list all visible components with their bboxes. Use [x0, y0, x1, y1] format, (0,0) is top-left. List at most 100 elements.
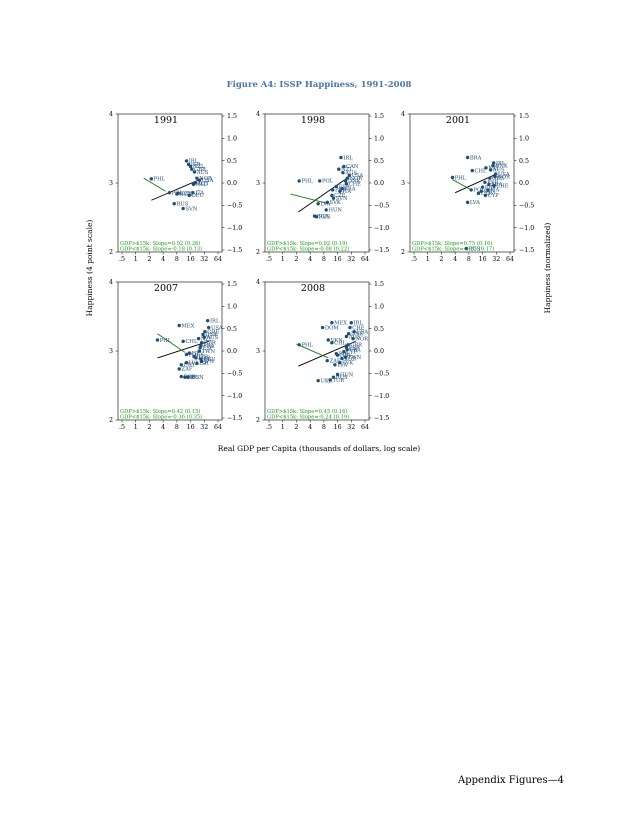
x-tick-label: 32: [347, 256, 355, 263]
point-label: ESP: [487, 180, 498, 186]
point-USA: [347, 173, 352, 178]
point-CAN: [342, 164, 346, 169]
x-tick-label: 32: [347, 424, 355, 431]
point-TWN: [343, 355, 348, 359]
point-GBR: [488, 176, 492, 180]
fit-line-low: [157, 333, 186, 353]
point-label: USA: [356, 329, 368, 335]
fit-line-low: [143, 177, 166, 192]
y-tick-right-label: 1.0: [227, 304, 237, 311]
point-VEN: [326, 338, 330, 342]
x-tick-label: 8: [322, 256, 326, 263]
point-SVK: [338, 361, 342, 365]
point-label: LVA: [470, 200, 480, 206]
point-CHL: [470, 168, 474, 173]
point-CZE: [330, 193, 334, 198]
x-tick-label: 64: [361, 256, 369, 263]
x-tick-label: 2: [294, 256, 298, 263]
y-tick-right-label: −0.5: [227, 203, 242, 210]
x-tick-label: 64: [214, 424, 222, 431]
y-tick-right-label: −0.5: [374, 371, 389, 378]
y-tick-left-label: 3: [256, 180, 260, 187]
point-TWN: [197, 349, 202, 353]
point-CHE: [344, 181, 349, 186]
y-tick-left-label: 2: [256, 417, 260, 424]
slope-note: GDP>$15k: Slope=0.75 (0.16): [412, 240, 492, 247]
point-label: AUS: [206, 335, 219, 341]
point-IRL: [184, 159, 189, 163]
point-label: HUN: [179, 192, 193, 198]
point-label: NOR: [349, 176, 363, 182]
point-label: IRL: [343, 155, 353, 161]
point-HUN: [335, 372, 340, 377]
point-HUN: [175, 192, 179, 196]
point-label: AUS: [196, 170, 209, 176]
point-DNK: [343, 179, 348, 183]
point-NZL: [188, 164, 193, 169]
point-CHE: [203, 329, 207, 334]
y-tick-right-label: 1.5: [519, 113, 529, 120]
y-tick-right-label: −1.5: [227, 415, 242, 422]
point-label: HUN: [190, 375, 204, 381]
point-AUS: [341, 170, 345, 175]
point-FRA: [345, 347, 349, 352]
point-label: CHL: [334, 341, 346, 347]
point-PHL: [155, 338, 160, 342]
y-tick-right-label: −1.5: [227, 247, 242, 254]
point-UKR: [316, 378, 320, 383]
slope-note: GDP<$15k: Slope=-0.18 (0.13): [120, 246, 202, 253]
point-GBR: [346, 343, 350, 347]
point-NZL: [196, 336, 201, 341]
point-label: CHL: [185, 339, 197, 345]
y-tick-right-label: 1.5: [374, 113, 384, 120]
point-ITA: [486, 188, 490, 192]
point-BGR: [179, 374, 183, 379]
y-tick-left-label: 3: [256, 348, 260, 355]
point-PHL: [297, 179, 301, 183]
point-AUS: [202, 335, 206, 339]
point-label: TWN: [348, 355, 362, 361]
x-tick-label: .5: [266, 256, 272, 263]
y-tick-left-label: 2: [256, 249, 260, 256]
figure-title: Figure A4: ISSP Happiness, 1991-2008: [227, 80, 412, 90]
y-tick-right-label: −1.0: [227, 225, 242, 232]
y-tick-right-label: 0.0: [519, 180, 529, 187]
point-label: ESP: [349, 345, 360, 351]
point-label: GBR: [350, 343, 363, 349]
point-label: HUN: [340, 372, 354, 378]
y-tick-left-label: 4: [109, 279, 113, 286]
point-HUN: [324, 208, 328, 212]
point-ITA: [338, 189, 342, 193]
point-label: LVA: [189, 361, 199, 367]
point-label: FRA: [203, 343, 215, 349]
slope-note: GDP>$15k: Slope=0.45 (0.16): [267, 408, 347, 415]
point-DNK: [491, 164, 495, 168]
x-tick-label: 64: [506, 256, 514, 263]
x-tick-label: 4: [161, 424, 165, 431]
slope-note: GDP>$15k: Slope=0.92 (0.19): [267, 240, 347, 247]
y-tick-right-label: 1.5: [374, 281, 384, 288]
point-TUR: [328, 378, 332, 382]
point-label: NZL: [341, 167, 353, 173]
x-tick-label: 4: [308, 256, 312, 263]
point-KOR: [194, 356, 198, 360]
point-IRL: [339, 155, 343, 160]
point-label: MEX: [334, 321, 347, 327]
point-label: POL: [473, 188, 485, 194]
y-tick-right-label: −0.5: [227, 371, 242, 378]
point-SVN: [181, 206, 185, 211]
point-ZAF: [325, 358, 329, 363]
y-tick-right-label: 1.0: [374, 136, 384, 143]
x-tick-label: 16: [334, 256, 342, 263]
y-tick-right-label: 1.0: [519, 136, 529, 143]
y-tick-left-label: 2: [401, 249, 405, 256]
point-NOR: [493, 175, 497, 179]
point-label: LVA: [320, 202, 330, 208]
page-footer: Appendix Figures—4: [458, 775, 564, 786]
point-label: KOR: [198, 356, 211, 362]
fit-line-low: [290, 193, 329, 205]
panel-2007: 2007 .5 1 2 4 8 16 32 64 2 3 4 1.5 1.0 0.5 0.0 −0.5 −1.0 −…: [109, 279, 242, 431]
point-USA: [207, 325, 211, 330]
point-label: AUS: [348, 334, 361, 340]
